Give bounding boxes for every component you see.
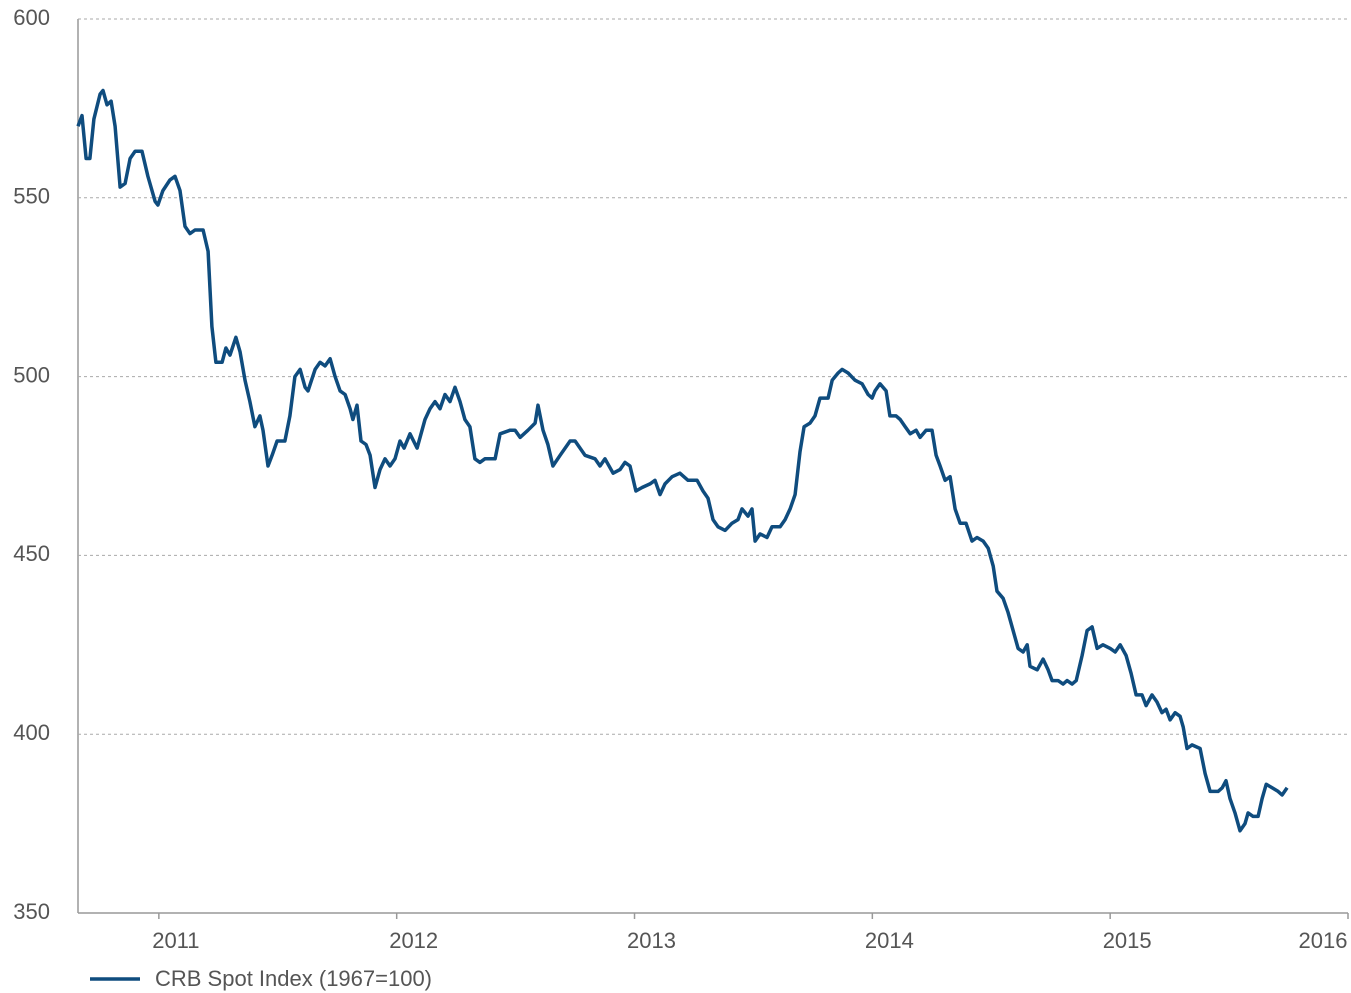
legend-label: CRB Spot Index (1967=100) (155, 966, 432, 991)
x-tick-label: 2012 (389, 928, 438, 953)
x-tick-label: 2014 (865, 928, 914, 953)
x-tick-label: 2016 (1299, 928, 1348, 953)
x-tick-label: 2011 (152, 928, 199, 953)
y-tick-label: 500 (13, 362, 50, 387)
x-tick-label: 2015 (1103, 928, 1152, 953)
y-tick-label: 600 (13, 5, 50, 30)
y-tick-label: 350 (13, 899, 50, 924)
data-line (76, 88, 1289, 833)
y-tick-label: 450 (13, 541, 50, 566)
y-tick-label: 550 (13, 184, 50, 209)
x-tick-label: 2013 (627, 928, 676, 953)
y-tick-label: 400 (13, 720, 50, 745)
